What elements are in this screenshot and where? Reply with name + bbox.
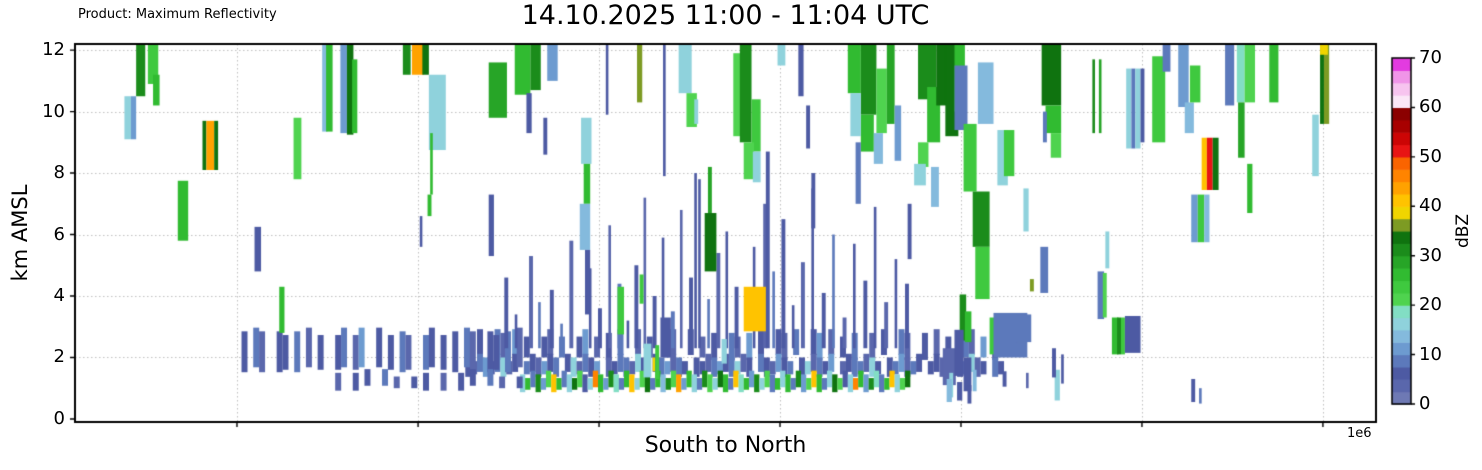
y-axis-label: km AMSL — [8, 184, 32, 282]
colorbar-unit-label: dBZ — [1453, 213, 1473, 249]
y-tick-label: 8 — [53, 162, 65, 184]
x-axis-offset-label: 1e6 — [1347, 426, 1372, 441]
y-tick-label: 4 — [53, 285, 65, 306]
y-tick-label: 12 — [42, 39, 65, 61]
colorbar-tick-label: 20 — [1419, 294, 1442, 316]
colorbar-tick-label: 70 — [1419, 47, 1442, 68]
product-label: Product: Maximum Reflectivity — [78, 7, 277, 22]
x-axis-label: South to North — [644, 433, 807, 458]
colorbar-tick-label: 40 — [1419, 195, 1442, 217]
colorbar-tick-label: 10 — [1419, 343, 1442, 365]
colorbar-tick-label: 30 — [1419, 244, 1442, 266]
y-tick-label: 2 — [53, 346, 65, 368]
colorbar-tick-label: 50 — [1419, 145, 1442, 167]
colorbar-tick-label: 60 — [1419, 96, 1442, 118]
chart-title: 14.10.2025 11:00 - 11:04 UTC — [521, 0, 930, 31]
y-tick-label: 10 — [42, 100, 65, 122]
y-tick-label: 6 — [53, 223, 65, 245]
colorbar-tick-label: 0 — [1419, 393, 1431, 414]
y-tick-label: 0 — [53, 407, 65, 429]
